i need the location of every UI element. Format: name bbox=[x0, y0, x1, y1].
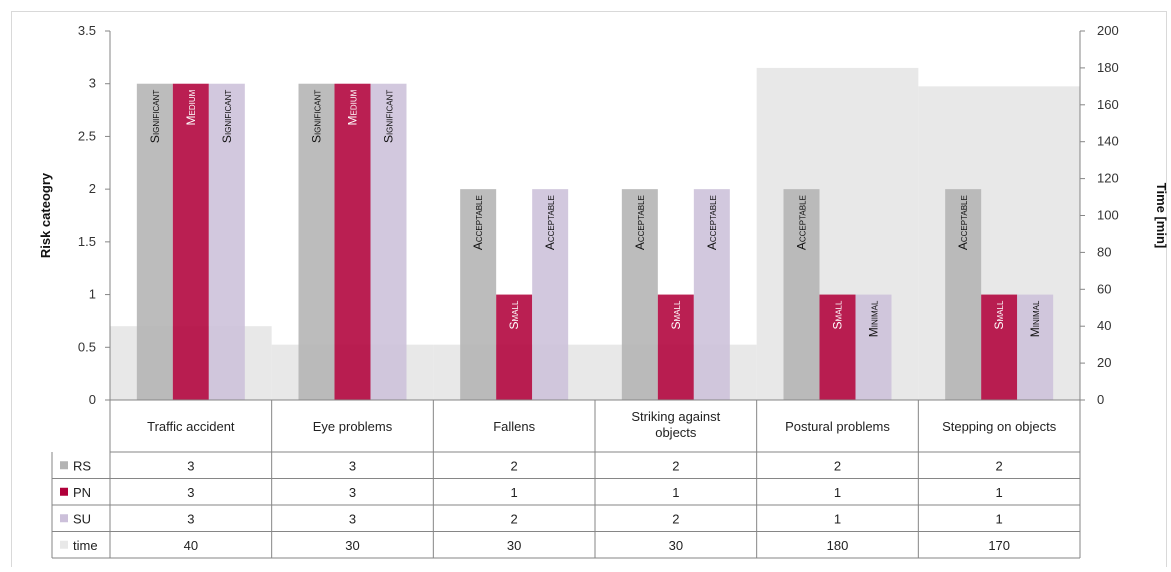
bar-label: Acceptable bbox=[633, 195, 647, 250]
y-tick-label: 3 bbox=[89, 76, 96, 91]
bar-su bbox=[1017, 294, 1054, 400]
bar-label: Significant bbox=[310, 90, 324, 143]
category-label: Postural problems bbox=[785, 419, 890, 434]
legend-swatch bbox=[60, 540, 68, 549]
bar-pn bbox=[334, 83, 371, 400]
bar-label: Small bbox=[669, 300, 683, 329]
bar-pn bbox=[172, 83, 209, 400]
bar-rs bbox=[298, 83, 335, 400]
table-cell: 1 bbox=[511, 485, 518, 500]
bar-rs bbox=[621, 189, 658, 400]
y2-tick-label: 20 bbox=[1097, 355, 1111, 370]
table-cell: 30 bbox=[507, 538, 521, 553]
bar-rs bbox=[783, 189, 820, 400]
table-cell: 40 bbox=[184, 538, 198, 553]
legend-swatch bbox=[60, 514, 68, 523]
bar-pn bbox=[496, 294, 533, 400]
table-row-name: SU bbox=[73, 511, 91, 526]
category-label: Stepping on objects bbox=[942, 419, 1057, 434]
category-label: Striking against objects bbox=[631, 409, 720, 440]
table-cell: 30 bbox=[345, 538, 359, 553]
y2-tick-label: 0 bbox=[1097, 392, 1104, 407]
bar-su bbox=[693, 189, 730, 400]
table-cell: 180 bbox=[827, 538, 849, 553]
bar-label: Acceptable bbox=[956, 195, 970, 250]
bar-label: Acceptable bbox=[705, 195, 719, 250]
bar-label: Medium bbox=[346, 89, 360, 125]
y-axis-title: Risk cateogry bbox=[38, 172, 53, 258]
y-tick-label: 1 bbox=[89, 287, 96, 302]
bar-su bbox=[855, 294, 892, 400]
legend-swatch bbox=[60, 487, 68, 496]
bar-label: Small bbox=[831, 300, 845, 329]
y-tick-label: 2.5 bbox=[78, 128, 96, 143]
category-label: Fallens bbox=[493, 419, 535, 434]
y2-tick-label: 140 bbox=[1097, 134, 1119, 149]
bar-label: Small bbox=[507, 300, 521, 329]
table-cell: 3 bbox=[187, 511, 194, 526]
table-cell: 3 bbox=[187, 458, 194, 473]
table-row-name: time bbox=[73, 538, 98, 553]
bar-label: Minimal bbox=[1028, 300, 1042, 337]
bar-label: Minimal bbox=[867, 300, 881, 337]
table-cell: 3 bbox=[349, 511, 356, 526]
y-tick-label: 2 bbox=[89, 181, 96, 196]
y2-tick-label: 160 bbox=[1097, 97, 1119, 112]
y-tick-label: 1.5 bbox=[78, 234, 96, 249]
bar-label: Acceptable bbox=[795, 195, 809, 250]
bar-pn bbox=[981, 294, 1018, 400]
bar-su bbox=[532, 189, 569, 400]
bar-rs bbox=[945, 189, 982, 400]
table-cell: 1 bbox=[672, 485, 679, 500]
y2-tick-label: 60 bbox=[1097, 281, 1111, 296]
table-cell: 2 bbox=[672, 511, 679, 526]
table-row-name: RS bbox=[73, 458, 91, 473]
bar-label: Acceptable bbox=[471, 195, 485, 250]
y2-tick-label: 100 bbox=[1097, 208, 1119, 223]
table-cell: 3 bbox=[349, 485, 356, 500]
table-cell: 2 bbox=[672, 458, 679, 473]
bar-label: Significant bbox=[148, 90, 162, 143]
y-tick-label: 3.5 bbox=[78, 23, 96, 38]
legend-swatch bbox=[60, 461, 68, 470]
bar-label: Small bbox=[992, 300, 1006, 329]
table-cell: 1 bbox=[834, 485, 841, 500]
bar-pn bbox=[819, 294, 856, 400]
bar-rs bbox=[136, 83, 173, 400]
table-cell: 3 bbox=[187, 485, 194, 500]
y2-tick-label: 120 bbox=[1097, 171, 1119, 186]
y2-tick-label: 80 bbox=[1097, 244, 1111, 259]
y-tick-label: 0 bbox=[89, 392, 96, 407]
table-cell: 2 bbox=[996, 458, 1003, 473]
y-tick-label: 0.5 bbox=[78, 339, 96, 354]
y2-tick-label: 180 bbox=[1097, 60, 1119, 75]
bar-label: Significant bbox=[220, 90, 234, 143]
table-cell: 1 bbox=[996, 485, 1003, 500]
bar-su bbox=[370, 83, 407, 400]
table-cell: 1 bbox=[834, 511, 841, 526]
bar-su bbox=[208, 83, 245, 400]
table-cell: 30 bbox=[669, 538, 683, 553]
bar-label: Acceptable bbox=[543, 195, 557, 250]
table-cell: 2 bbox=[834, 458, 841, 473]
table-cell: 1 bbox=[996, 511, 1003, 526]
bar-rs bbox=[460, 189, 497, 400]
table-cell: 3 bbox=[349, 458, 356, 473]
bar-pn bbox=[657, 294, 694, 400]
bar-label: Medium bbox=[184, 89, 198, 125]
table-cell: 170 bbox=[988, 538, 1010, 553]
table-cell: 2 bbox=[511, 458, 518, 473]
category-label: Traffic accident bbox=[147, 419, 235, 434]
y2-tick-label: 40 bbox=[1097, 318, 1111, 333]
y2-tick-label: 200 bbox=[1097, 23, 1119, 38]
y2-axis-title: Time [min] bbox=[1154, 183, 1169, 249]
category-label: Eye problems bbox=[313, 419, 393, 434]
bar-label: Significant bbox=[382, 90, 396, 143]
table-row-name: PN bbox=[73, 485, 91, 500]
table-cell: 2 bbox=[511, 511, 518, 526]
